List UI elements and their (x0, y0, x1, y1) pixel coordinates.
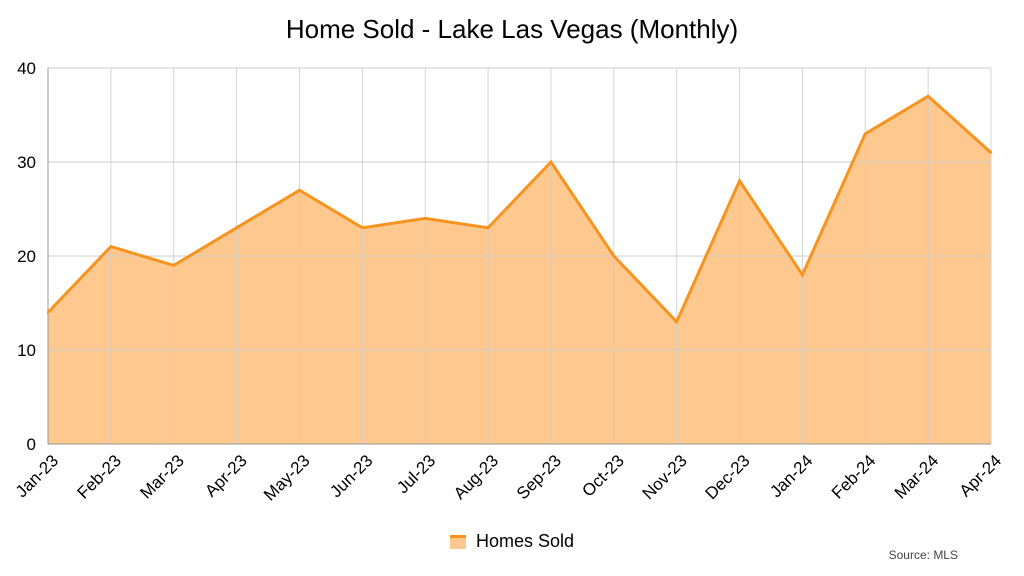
y-tick-label: 10 (17, 341, 36, 360)
data-point (675, 320, 678, 323)
data-point (926, 95, 930, 98)
chart-title: Home Sold - Lake Las Vegas (Monthly) (285, 14, 739, 44)
x-tick-label: Jan-24 (766, 451, 816, 501)
data-point (612, 254, 615, 258)
y-tick-label: 20 (17, 247, 36, 266)
legend-label: Homes Sold (475, 531, 575, 551)
data-point (864, 132, 867, 135)
x-tick-label: Aug-23 (450, 451, 502, 503)
y-tick-label: 40 (17, 59, 36, 78)
x-tick-label: Feb-23 (73, 451, 125, 503)
data-point (989, 151, 993, 154)
y-tick-label: 0 (27, 435, 36, 454)
x-tick-label: May-23 (260, 451, 314, 505)
x-tick-label: Dec-23 (701, 451, 753, 503)
x-tick-label: Mar-23 (136, 451, 188, 503)
data-point (738, 179, 741, 182)
data-point (549, 160, 553, 164)
data-point (172, 264, 175, 267)
legend-swatch (449, 534, 466, 549)
x-tick-label: Oct-23 (578, 451, 628, 501)
data-point (298, 189, 301, 192)
x-tick-label: Feb-24 (828, 451, 880, 503)
series-line-homes-sold (46, 94, 993, 325)
x-tick-label: Jun-23 (326, 451, 376, 501)
x-tick-label: Sep-23 (513, 451, 565, 503)
x-tick-label: Apr-24 (956, 451, 1006, 501)
source-note: Source: MLS (888, 548, 958, 562)
data-point (486, 226, 490, 229)
x-tick-label: Mar-24 (891, 451, 943, 503)
data-point (235, 226, 238, 229)
data-point (46, 311, 50, 314)
x-tick-label: Nov-23 (639, 451, 691, 503)
y-tick-label: 30 (17, 153, 36, 172)
legend: Homes Sold (0, 531, 1024, 554)
data-point (801, 273, 804, 276)
data-point (109, 245, 113, 248)
data-point (361, 226, 364, 229)
x-tick-label: Jul-23 (393, 451, 439, 497)
area-fill (48, 96, 991, 444)
x-tick-label: Apr-23 (201, 451, 251, 501)
x-tick-label: Jan-23 (12, 451, 62, 501)
data-point (424, 217, 427, 220)
